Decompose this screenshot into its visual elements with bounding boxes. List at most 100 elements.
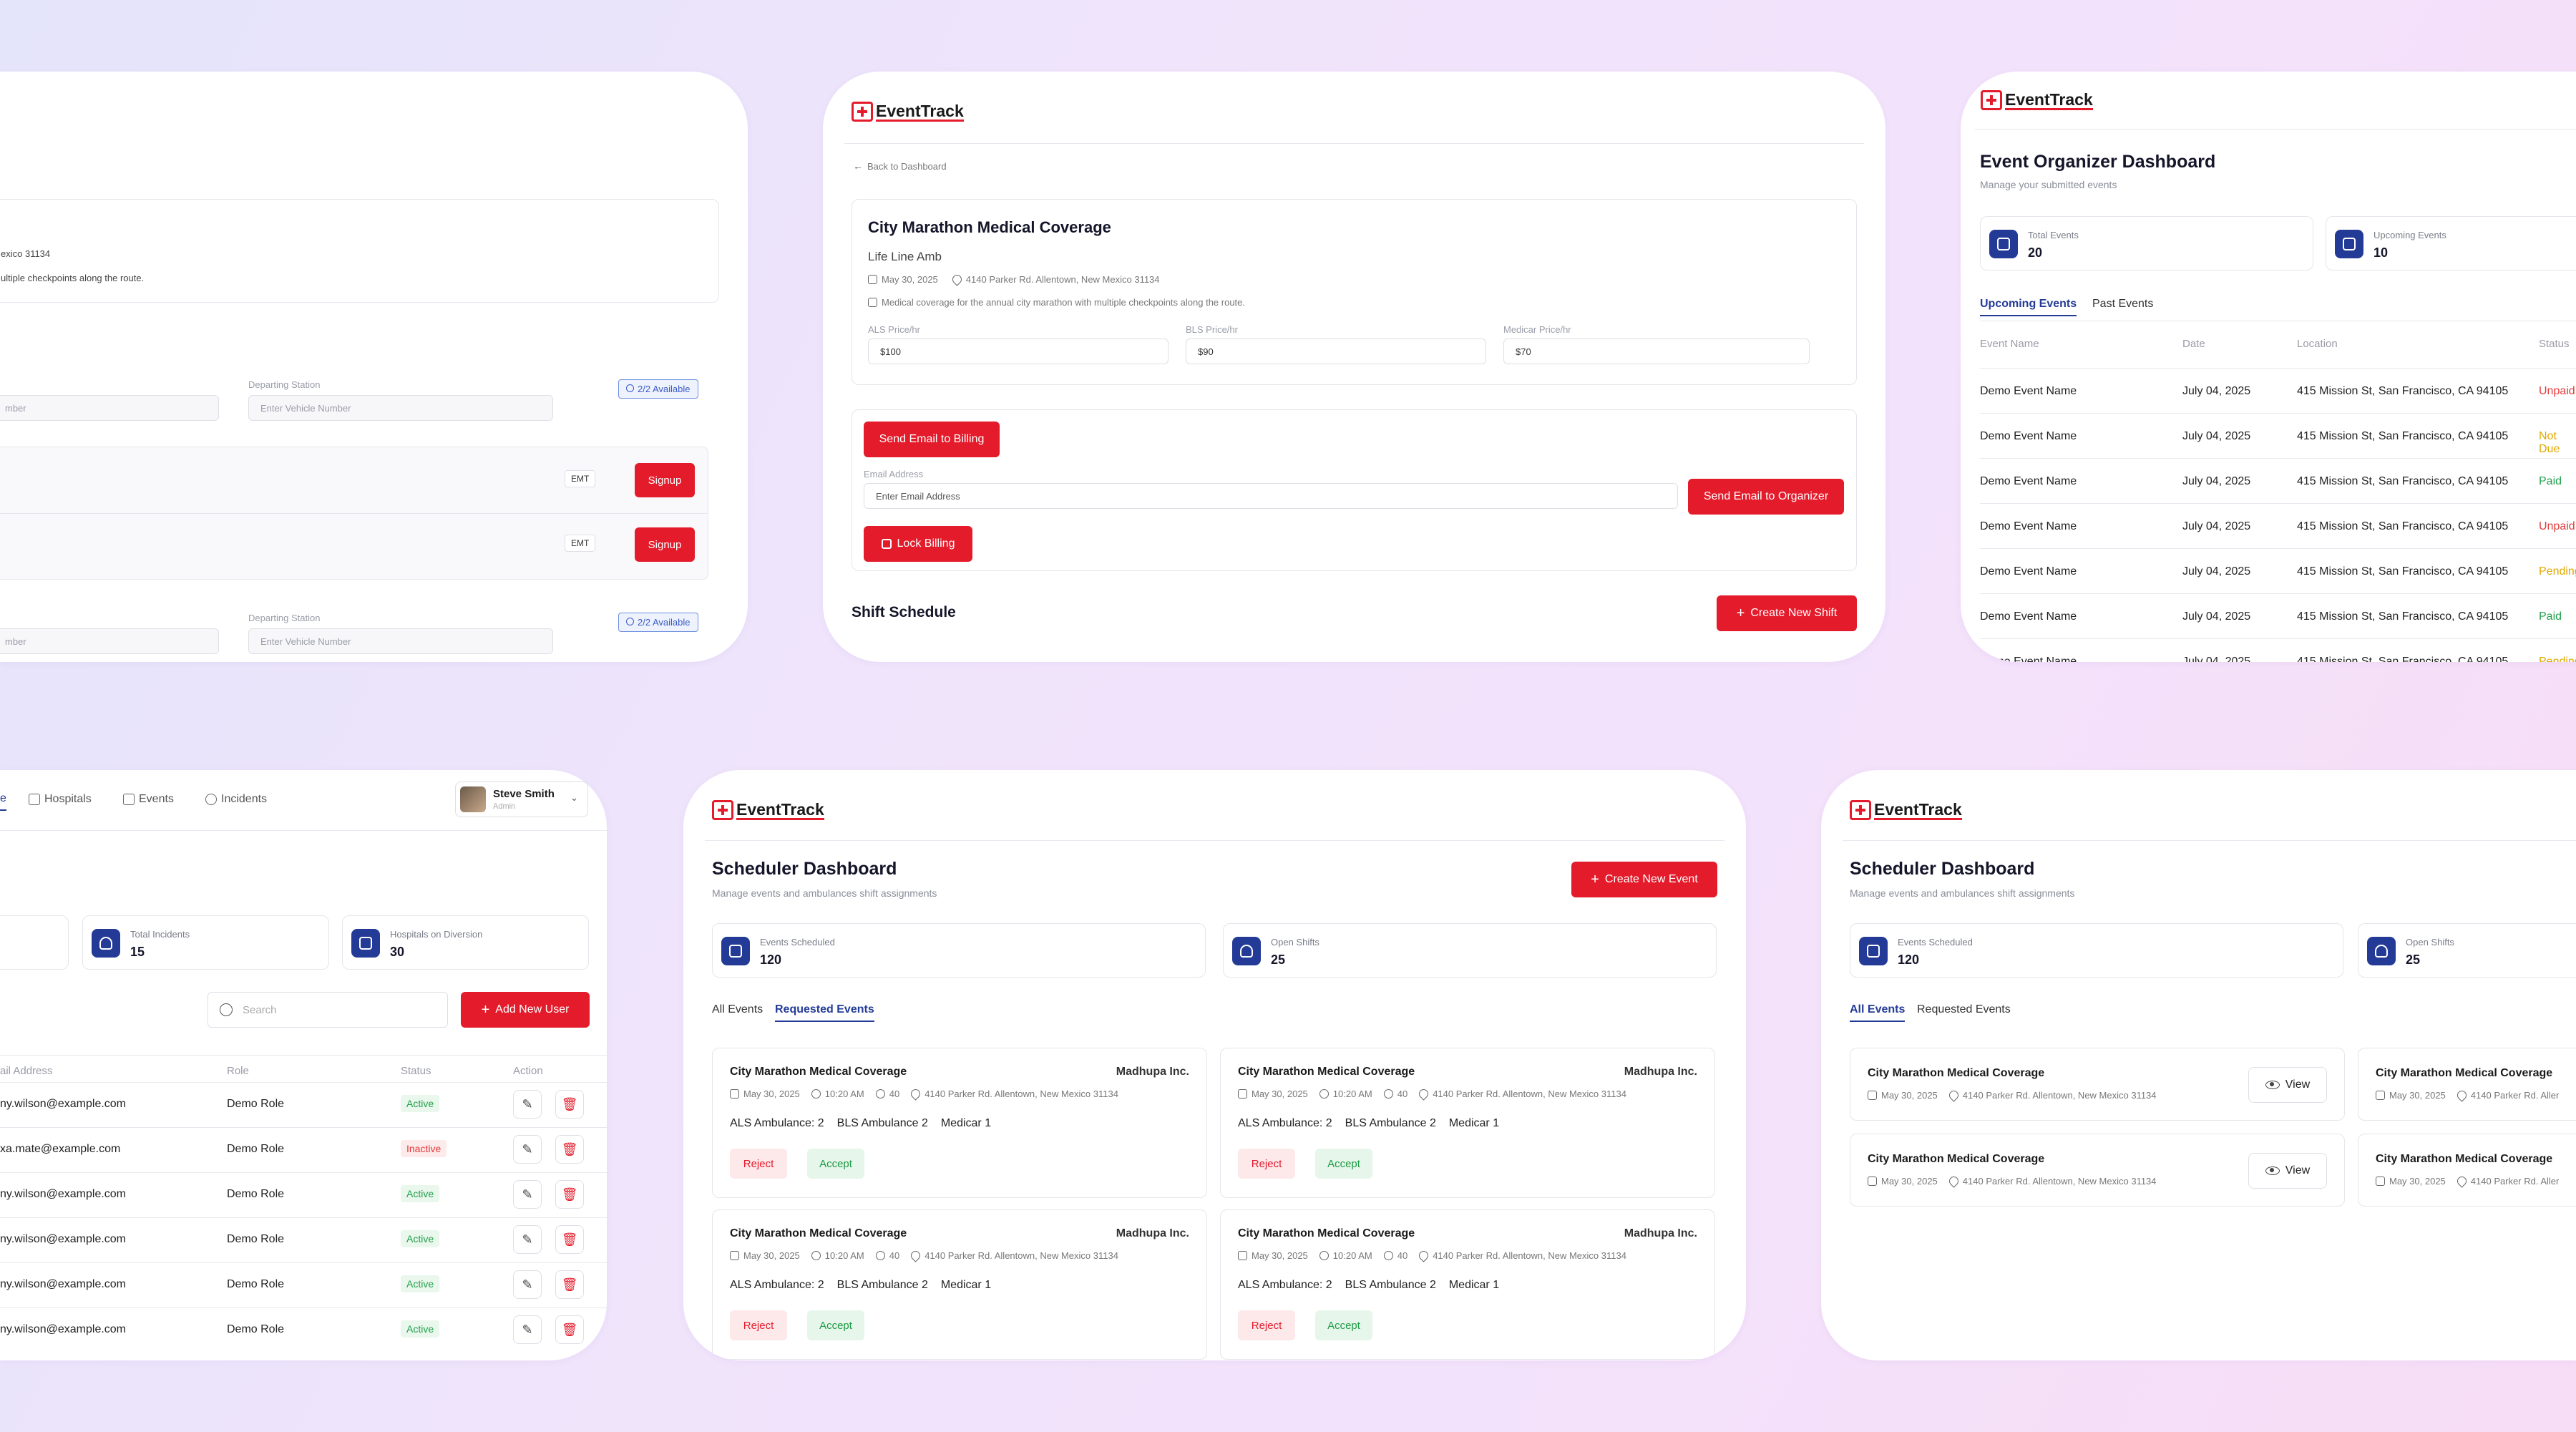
reject-button[interactable]: Reject — [730, 1149, 787, 1179]
stat-label: Hospitals on Diversion — [390, 929, 483, 940]
back-to-dashboard-link[interactable]: ← Back to Dashboard — [853, 160, 947, 172]
col-status: Status — [401, 1065, 431, 1077]
stat-card-open-shifts: Open Shifts 25 — [1223, 923, 1717, 978]
reject-button[interactable]: Reject — [730, 1310, 787, 1340]
row-location: 415 Mission St, San Francisco, CA 94105 — [2297, 385, 2509, 397]
logo-text: EventTrack — [2005, 89, 2093, 110]
user-menu[interactable]: Steve Smith Admin ⌄ — [455, 781, 588, 817]
view-label: View — [2285, 1078, 2311, 1091]
scheduler-requested-panel: EventTrack Scheduler Dashboard Manage ev… — [683, 770, 1746, 1360]
accept-button[interactable]: Accept — [807, 1310, 864, 1340]
card-meta: May 30, 2025 10:20 AM 40 4140 Parker Rd.… — [1238, 1087, 1626, 1101]
calendar-icon — [1868, 1091, 1877, 1100]
calendar-icon — [2376, 1177, 2385, 1186]
view-button[interactable]: View — [2248, 1153, 2327, 1189]
row-location: 415 Mission St, San Francisco, CA 94105 — [2297, 610, 2509, 623]
document-icon — [868, 298, 877, 307]
card-location-partial: 4140 Parker Rd. Aller — [2470, 1176, 2560, 1187]
email-address-input[interactable]: Enter Email Address — [864, 483, 1678, 509]
row-event-name[interactable]: Demo Event Name — [1980, 475, 2077, 487]
clock-icon — [811, 1089, 821, 1099]
stat-label: Total Incidents — [130, 929, 190, 940]
eye-icon — [2265, 1081, 2280, 1089]
tab-requested-events[interactable]: Requested Events — [775, 1003, 874, 1022]
edit-button[interactable]: ✎ — [513, 1315, 542, 1344]
add-new-user-button[interactable]: + Add New User — [461, 992, 590, 1028]
shift-slots: EMT Signup EMT Signup — [0, 447, 708, 580]
row-event-name[interactable]: Demo Event Name — [1980, 430, 2077, 442]
tab-requested-events[interactable]: Requested Events — [1917, 1003, 2011, 1015]
bls-price-label: BLS Price/hr — [1186, 324, 1238, 335]
delete-button[interactable]: 🗑 — [555, 1315, 584, 1344]
number-input-partial[interactable]: mber — [0, 395, 219, 421]
delete-button[interactable]: 🗑 — [555, 1090, 584, 1119]
bls-price-input[interactable]: $90 — [1186, 338, 1486, 364]
delete-button[interactable]: 🗑 — [555, 1270, 584, 1299]
delete-button[interactable]: 🗑 — [555, 1180, 584, 1209]
calendar-icon — [2376, 1091, 2385, 1100]
edit-button[interactable]: ✎ — [513, 1180, 542, 1209]
calendar-icon — [123, 794, 135, 805]
card-org: Madhupa Inc. — [1116, 1227, 1189, 1239]
card-location: 4140 Parker Rd. Allentown, New Mexico 31… — [924, 1088, 1118, 1099]
calendar-icon — [730, 1251, 739, 1260]
vehicle-number-input[interactable]: Enter Vehicle Number — [248, 628, 553, 654]
view-button[interactable]: View — [2248, 1067, 2327, 1103]
event-request-card: City Marathon Medical Coverage Madhupa I… — [712, 1209, 1207, 1360]
tab-past-events[interactable]: Past Events — [2092, 298, 2154, 310]
tab-all-events[interactable]: All Events — [1850, 1003, 1906, 1022]
lock-billing-button[interactable]: Lock Billing — [864, 526, 972, 562]
signup-button[interactable]: Signup — [635, 463, 695, 497]
nav-hospitals[interactable]: Hospitals — [29, 793, 92, 806]
vehicle-number-input[interactable]: Enter Vehicle Number — [248, 395, 553, 421]
event-details-card: City Marathon Medical Coverage Life Line… — [852, 199, 1857, 385]
row-event-name[interactable]: Demo Event Name — [1980, 565, 2077, 578]
status-badge: Paid — [2539, 610, 2562, 623]
tab-upcoming-events[interactable]: Upcoming Events — [1980, 298, 2077, 316]
edit-button[interactable]: ✎ — [513, 1135, 542, 1164]
number-input-partial[interactable]: mber — [0, 628, 219, 654]
edit-button[interactable]: ✎ — [513, 1270, 542, 1299]
nav-incidents[interactable]: Incidents — [205, 793, 267, 806]
signup-button[interactable]: Signup — [635, 527, 695, 562]
accept-button[interactable]: Accept — [1315, 1149, 1372, 1179]
status-badge: Pending — [2539, 565, 2576, 578]
reject-button[interactable]: Reject — [1238, 1310, 1295, 1340]
send-email-organizer-button[interactable]: Send Email to Organizer — [1688, 479, 1844, 515]
organization-name: Life Line Amb — [868, 250, 942, 263]
status-badge: Inactive — [401, 1140, 447, 1157]
row-location: 415 Mission St, San Francisco, CA 94105 — [2297, 475, 2509, 487]
nav-events[interactable]: Events — [123, 793, 174, 806]
tab-all-events[interactable]: All Events — [712, 1003, 763, 1015]
card-date: May 30, 2025 — [743, 1250, 800, 1261]
create-new-shift-button[interactable]: + Create New Shift — [1717, 595, 1857, 631]
create-new-event-button[interactable]: + Create New Event — [1571, 862, 1717, 897]
nav-partial[interactable]: e — [0, 792, 6, 811]
als-price-input[interactable]: $100 — [868, 338, 1169, 364]
reject-button[interactable]: Reject — [1238, 1149, 1295, 1179]
edit-button[interactable]: ✎ — [513, 1090, 542, 1119]
back-link-label: Back to Dashboard — [867, 160, 947, 172]
accept-button[interactable]: Accept — [1315, 1310, 1372, 1340]
departing-station-label: Departing Station — [248, 613, 321, 623]
calendar-icon — [1868, 1177, 1877, 1186]
card-meta: May 30, 2025 10:20 AM 40 4140 Parker Rd.… — [730, 1087, 1118, 1101]
delete-button[interactable]: 🗑 — [555, 1135, 584, 1164]
plus-icon: + — [1736, 605, 1745, 621]
accept-button[interactable]: Accept — [807, 1149, 864, 1179]
page-title: Event Organizer Dashboard — [1980, 152, 2216, 172]
edit-button[interactable]: ✎ — [513, 1225, 542, 1254]
search-input[interactable]: Search — [208, 992, 448, 1028]
row-event-name[interactable]: Demo Event Name — [1980, 610, 2077, 623]
row-event-name[interactable]: Demo Event Name — [1980, 656, 2077, 662]
stat-value: 25 — [1271, 953, 1286, 967]
card-title: City Marathon Medical Coverage — [1238, 1066, 1415, 1078]
email-placeholder: Enter Email Address — [876, 490, 960, 502]
delete-button[interactable]: 🗑 — [555, 1225, 584, 1254]
card-meta: May 30, 2025 4140 Parker Rd. Aller — [2376, 1088, 2559, 1102]
row-event-name[interactable]: Demo Event Name — [1980, 385, 2077, 397]
medicar-price-input[interactable]: $70 — [1503, 338, 1810, 364]
send-email-billing-button[interactable]: Send Email to Billing — [864, 422, 1000, 457]
row-event-name[interactable]: Demo Event Name — [1980, 520, 2077, 532]
card-location: 4140 Parker Rd. Allentown, New Mexico 31… — [924, 1250, 1118, 1261]
